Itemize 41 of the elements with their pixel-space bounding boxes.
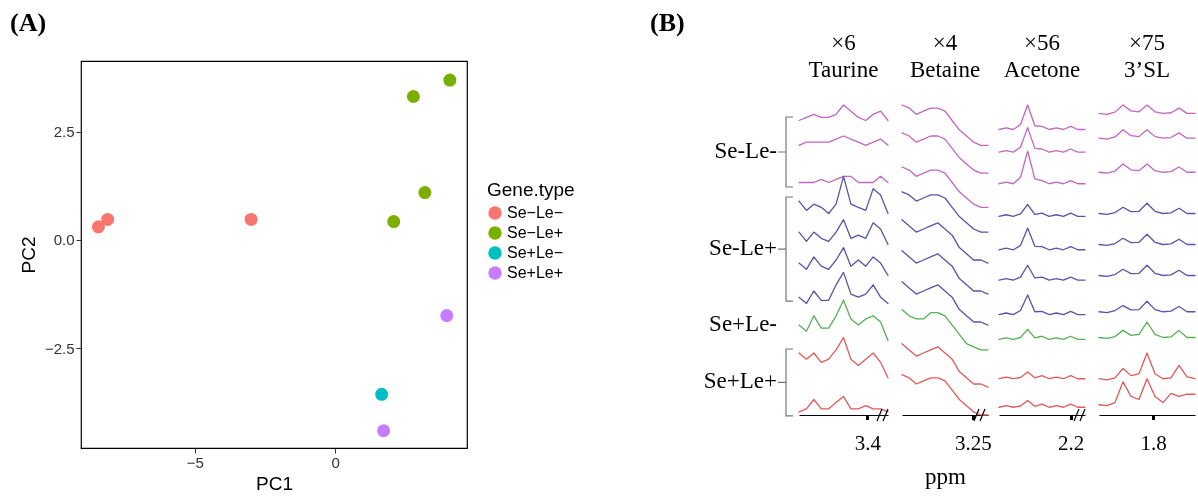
y-tick-label: 0.0 xyxy=(53,231,75,249)
text: Se-Le+ xyxy=(709,235,777,262)
point xyxy=(406,89,420,103)
point xyxy=(101,212,115,226)
point xyxy=(375,387,389,401)
chart-subtitle: Taurine xyxy=(808,57,879,83)
chart-subtitle: 3’SL xyxy=(1124,57,1170,83)
chart-title: ×75 xyxy=(1129,30,1165,56)
text: (B) xyxy=(650,8,685,38)
text: (A) xyxy=(10,8,47,38)
text: Se+Le+ xyxy=(703,368,777,395)
text: 1.8 xyxy=(1140,431,1167,456)
text: 3.4 xyxy=(854,431,882,456)
text: 3.25 xyxy=(955,431,992,456)
chart-title: ×6 xyxy=(831,30,856,56)
legend-label: Se−Le+ xyxy=(507,224,564,241)
text: Se+Le- xyxy=(709,311,777,338)
x-axis-title: ppm xyxy=(925,463,967,489)
chart-title: ×4 xyxy=(932,30,958,56)
point xyxy=(244,212,258,226)
chart-subtitle: Betaine xyxy=(909,57,981,83)
y-tick-label: −2.5 xyxy=(44,339,75,357)
chart-subtitle: Acetone xyxy=(1003,57,1081,83)
y-tick-label: 2.5 xyxy=(53,123,75,141)
text: Se-Le- xyxy=(714,137,777,164)
point xyxy=(387,215,401,229)
chart-title: ×56 xyxy=(1024,30,1060,56)
point xyxy=(418,186,432,200)
point xyxy=(443,73,457,87)
point xyxy=(377,424,391,438)
legend-label: Se+Le+ xyxy=(507,264,564,281)
x-axis-title: PC1 xyxy=(256,472,293,494)
x-tick-label: 0 xyxy=(331,453,340,471)
point xyxy=(91,220,105,234)
point xyxy=(440,309,454,323)
legend-label: Se+Le− xyxy=(507,244,564,261)
x-tick-label: −5 xyxy=(186,453,204,471)
y-axis-title: PC2 xyxy=(17,236,39,274)
legend-title: Gene.type xyxy=(487,179,575,200)
legend-label: Se−Le− xyxy=(507,204,564,221)
text: 2.2 xyxy=(1058,431,1085,456)
